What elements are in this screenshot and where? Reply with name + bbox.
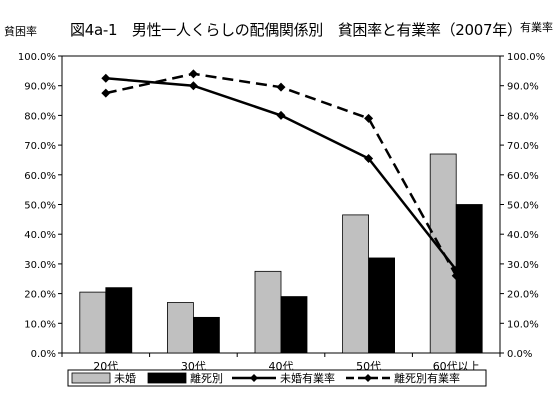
- y-tick-label-right: 80.0%: [507, 111, 539, 122]
- y-tick-label-right: 10.0%: [507, 319, 539, 330]
- bar-離死別: [280, 296, 308, 354]
- y-tick-label-left: 50.0%: [24, 201, 56, 212]
- marker-離死別有業率: [276, 82, 286, 92]
- bar-離死別: [368, 257, 396, 354]
- legend-label-未婚: 未婚: [114, 371, 136, 385]
- bar-未婚: [254, 270, 282, 354]
- legend-marker-離死別有業率: [364, 374, 372, 382]
- marker-離死別有業率: [451, 271, 461, 281]
- bar-未婚: [429, 153, 457, 354]
- marker-離死別有業率: [101, 88, 111, 98]
- y-tick-label-right: 70.0%: [507, 141, 539, 152]
- y-tick-label-right: 0.0%: [507, 349, 532, 360]
- y-tick-label-left: 30.0%: [24, 260, 56, 271]
- y-tick-label-left: 0.0%: [31, 349, 56, 360]
- marker-離死別有業率: [188, 69, 198, 79]
- y-tick-label-right: 30.0%: [507, 260, 539, 271]
- y-tick-label-left: 100.0%: [18, 52, 56, 63]
- y-axis-label-left: 貧困率: [4, 25, 37, 38]
- y-tick-label-right: 100.0%: [507, 52, 545, 63]
- marker-未婚有業率: [276, 110, 286, 120]
- y-tick-label-right: 50.0%: [507, 201, 539, 212]
- y-tick-label-left: 10.0%: [24, 319, 56, 330]
- y-tick-label-left: 60.0%: [24, 171, 56, 182]
- legend-label-離死別: 離死別: [190, 371, 223, 385]
- line-離死別有業率: [105, 72, 458, 277]
- legend-marker-未婚有業率: [250, 374, 258, 382]
- y-tick-label-left: 40.0%: [24, 230, 56, 241]
- bar-未婚: [342, 214, 370, 354]
- marker-未婚有業率: [188, 81, 198, 91]
- bar-離死別: [105, 287, 133, 354]
- bar-未婚: [79, 291, 107, 354]
- y-tick-label-left: 90.0%: [24, 82, 56, 93]
- legend-swatch-未婚: [71, 372, 111, 384]
- y-tick-label-left: 20.0%: [24, 290, 56, 301]
- y-tick-label-right: 60.0%: [507, 171, 539, 182]
- bar-未婚: [166, 302, 194, 354]
- y-tick-label-right: 20.0%: [507, 290, 539, 301]
- legend-label-離死別有業率: 離死別有業率: [394, 371, 460, 385]
- marker-未婚有業率: [101, 73, 111, 83]
- line-未婚有業率: [105, 77, 458, 271]
- bar-離死別: [192, 316, 220, 354]
- y-tick-label-left: 80.0%: [24, 111, 56, 122]
- marker-離死別有業率: [364, 113, 374, 123]
- marker-未婚有業率: [364, 153, 374, 163]
- y-axis-label-right: 有業率: [520, 21, 553, 34]
- y-tick-label-left: 70.0%: [24, 141, 56, 152]
- y-tick-label-right: 40.0%: [507, 230, 539, 241]
- bar-離死別: [455, 204, 483, 354]
- legend-label-未婚有業率: 未婚有業率: [280, 371, 335, 385]
- legend-swatch-離死別: [147, 372, 187, 384]
- chart-title: 図4a-1 男性一人くらしの配偶関係別 貧困率と有業率（2007年）: [70, 21, 522, 39]
- y-tick-label-right: 90.0%: [507, 82, 539, 93]
